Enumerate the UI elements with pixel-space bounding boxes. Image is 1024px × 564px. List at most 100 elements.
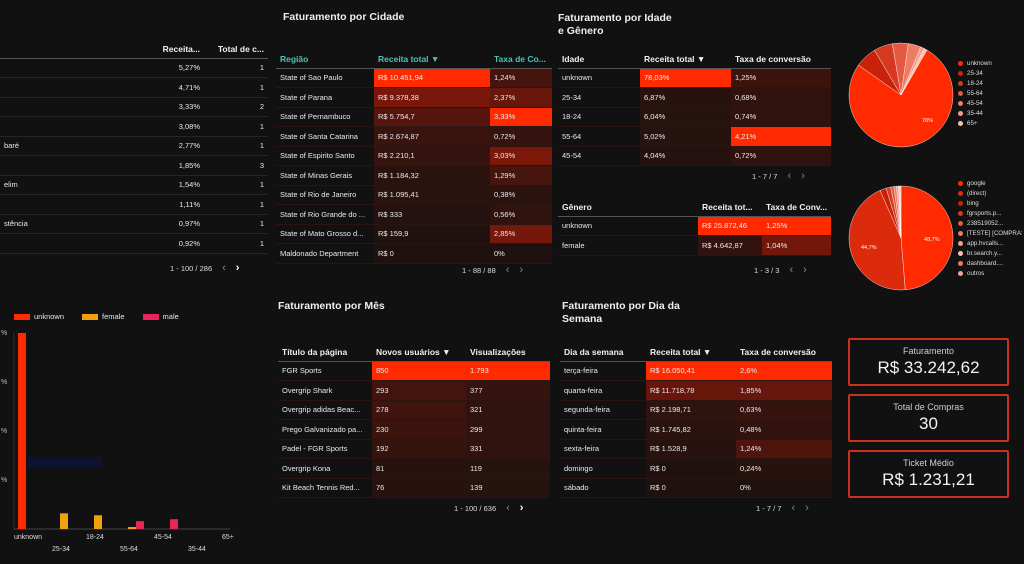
col-header-receita[interactable]: Receita... (148, 40, 204, 59)
legend-item[interactable]: google (958, 178, 1022, 188)
table-row[interactable]: Kit Beach Tennis Red... 76 139 (278, 478, 550, 498)
bar-female-55-64[interactable] (128, 527, 136, 529)
bar-unknown-unknown[interactable] (18, 333, 26, 529)
table-row[interactable]: Overgrip Kona 81 119 (278, 458, 550, 479)
legend-unknown[interactable]: unknown (14, 312, 64, 321)
col-header-visualizacoes[interactable]: Visualizações (466, 343, 550, 362)
table-row[interactable]: unknown 78,03% 1,25% (558, 68, 831, 88)
table-row[interactable]: domingo R$ 0 0,24% (560, 458, 832, 479)
table-row[interactable]: State of Rio Grande do ... R$ 333 0,56% (276, 204, 552, 225)
next-page-icon[interactable]: › (805, 502, 809, 514)
legend-item[interactable]: unknown (958, 58, 1022, 68)
legend-male[interactable]: male (142, 312, 179, 321)
table-row[interactable]: quinta-feira R$ 1.745,82 0,48% (560, 419, 832, 440)
table-row[interactable]: 4,71% 1 (0, 77, 268, 98)
bar-male-55-64[interactable] (136, 521, 144, 529)
table-row[interactable]: unknown R$ 25.872,46 1,25% (558, 216, 831, 236)
table-row[interactable]: State of Santa Catarina R$ 2.674,87 0,72% (276, 126, 552, 147)
table-row[interactable]: baré 2,77% 1 (0, 136, 268, 156)
legend-item[interactable]: 45-54 (958, 98, 1022, 108)
pie-slice[interactable] (900, 185, 902, 239)
bar-male-45-54[interactable] (170, 519, 178, 529)
table-row[interactable]: 1,85% 3 (0, 155, 268, 176)
table-row[interactable]: State of Espirito Santo R$ 2.210,1 3,03% (276, 146, 552, 166)
next-page-icon[interactable]: › (519, 502, 524, 514)
table-row[interactable]: State of Rio de Janeiro R$ 1.095,41 0,38% (276, 185, 552, 205)
col-header-novos[interactable]: Novos usuários ▼ (372, 343, 466, 362)
legend-item[interactable]: 25-34 (958, 68, 1022, 78)
prev-page-icon[interactable]: ‹ (791, 502, 796, 514)
legend-item[interactable]: app.hvcalls... (958, 238, 1022, 248)
prev-page-icon[interactable]: ‹ (789, 264, 794, 276)
col-header-titulo[interactable]: Título da página (278, 343, 372, 362)
col-header-taxa[interactable]: Taxa de conversão (731, 50, 831, 69)
legend-item[interactable]: dashboard.... (958, 258, 1022, 268)
col-header-regiao[interactable]: Região (276, 50, 374, 69)
legend-item[interactable]: 55-64 (958, 88, 1022, 98)
col-header-taxa[interactable]: Taxa de Conv... (762, 198, 831, 217)
table-row[interactable]: sábado R$ 0 0% (560, 478, 832, 498)
col-header-name[interactable] (0, 40, 148, 59)
next-page-icon[interactable]: › (519, 264, 524, 276)
prev-page-icon[interactable]: ‹ (787, 170, 792, 182)
table-row[interactable]: 55-64 5,02% 4,21% (558, 126, 831, 147)
prev-page-icon[interactable]: ‹ (505, 264, 510, 276)
legend-item[interactable]: 65+ (958, 118, 1022, 128)
legend-item[interactable]: 18-24 (958, 78, 1022, 88)
legend-item[interactable]: bing (958, 198, 1022, 208)
table-row[interactable]: Overgrip Shark 293 377 (278, 380, 550, 401)
table-row[interactable]: State of Minas Gerais R$ 1.184,32 1,29% (276, 165, 552, 186)
col-header-receita[interactable]: Receita tot... (698, 198, 762, 217)
col-header-taxa[interactable]: Taxa de Co... (490, 50, 552, 69)
legend-item[interactable]: 35-44 (958, 108, 1022, 118)
table-row[interactable]: State of Sao Paulo R$ 10.451,94 1,24% (276, 68, 552, 88)
col-header-receita[interactable]: Receita total ▼ (646, 343, 736, 362)
table-row[interactable]: female R$ 4.642,87 1,04% (558, 235, 831, 256)
table-row[interactable]: sexta-feira R$ 1.528,9 1,24% (560, 439, 832, 459)
table-row[interactable]: stência 0,97% 1 (0, 214, 268, 234)
prev-page-icon[interactable]: ‹ (222, 262, 226, 274)
table-row[interactable]: elim 1,54% 1 (0, 175, 268, 195)
table-row[interactable]: State of Parana R$ 9.378,38 2,37% (276, 87, 552, 108)
table-row[interactable]: 18-24 6,04% 0,74% (558, 107, 831, 127)
legend-item[interactable]: (direct) (958, 188, 1022, 198)
legend-item[interactable]: outros (958, 268, 1022, 278)
legend-female[interactable]: female (82, 312, 125, 321)
table-row[interactable]: segunda-feira R$ 2.198,71 0,63% (560, 400, 832, 420)
col-header-total[interactable]: Total de c... (204, 40, 268, 59)
table-row[interactable]: 5,27% 1 (0, 58, 268, 78)
table-row[interactable]: 3,08% 1 (0, 116, 268, 137)
legend-item[interactable]: [TESTE] [COMPRAS] [AUTOMATI... (958, 228, 1022, 238)
col-header-receita[interactable]: Receita total ▼ (640, 50, 731, 69)
table-row[interactable]: 0,92% 1 (0, 233, 268, 254)
pie-slice[interactable] (900, 48, 928, 96)
table-row[interactable]: Padel - FGR Sports 192 331 (278, 439, 550, 459)
legend-item[interactable]: fgrsports.p... (958, 208, 1022, 218)
next-page-icon[interactable]: › (801, 170, 805, 182)
col-header-taxa[interactable]: Taxa de conversão (736, 343, 832, 362)
table-row[interactable]: 45-54 4,04% 0,72% (558, 146, 831, 166)
col-header-idade[interactable]: Idade (558, 50, 640, 69)
bar-female-25-34[interactable] (60, 513, 68, 529)
table-row[interactable]: State of Pernambuco R$ 5.754,7 3,33% (276, 107, 552, 127)
table-row[interactable]: State of Mato Grosso d... R$ 159,9 2,85% (276, 224, 552, 244)
table-row[interactable]: 1,11% 1 (0, 194, 268, 215)
table-row[interactable]: terça-feira R$ 16.050,41 2,6% (560, 361, 832, 381)
bar-female-18-24[interactable] (94, 515, 102, 529)
prev-page-icon[interactable]: ‹ (506, 502, 510, 514)
pie-slice[interactable] (900, 185, 954, 291)
table-row[interactable]: Prego Galvanizado pa... 230 299 (278, 419, 550, 440)
table-row[interactable]: Maldonado Department R$ 0 0% (276, 243, 552, 264)
table-row[interactable]: FGR Sports 850 1.793 (278, 361, 550, 381)
table-row[interactable]: quarta-feira R$ 11.718,78 1,85% (560, 380, 832, 401)
legend-item[interactable]: 238519052... (958, 218, 1022, 228)
next-page-icon[interactable]: › (235, 262, 240, 274)
table-row[interactable]: 3,33% 2 (0, 97, 268, 117)
col-header-dia[interactable]: Dia da semana (560, 343, 646, 362)
pie-slice[interactable] (848, 49, 954, 148)
table-row[interactable]: 25-34 6,87% 0,68% (558, 87, 831, 108)
next-page-icon[interactable]: › (803, 264, 807, 276)
legend-item[interactable]: br.search.y... (958, 248, 1022, 258)
table-row[interactable]: Overgrip adidas Beac... 278 321 (278, 400, 550, 420)
col-header-receita[interactable]: Receita total ▼ (374, 50, 490, 69)
